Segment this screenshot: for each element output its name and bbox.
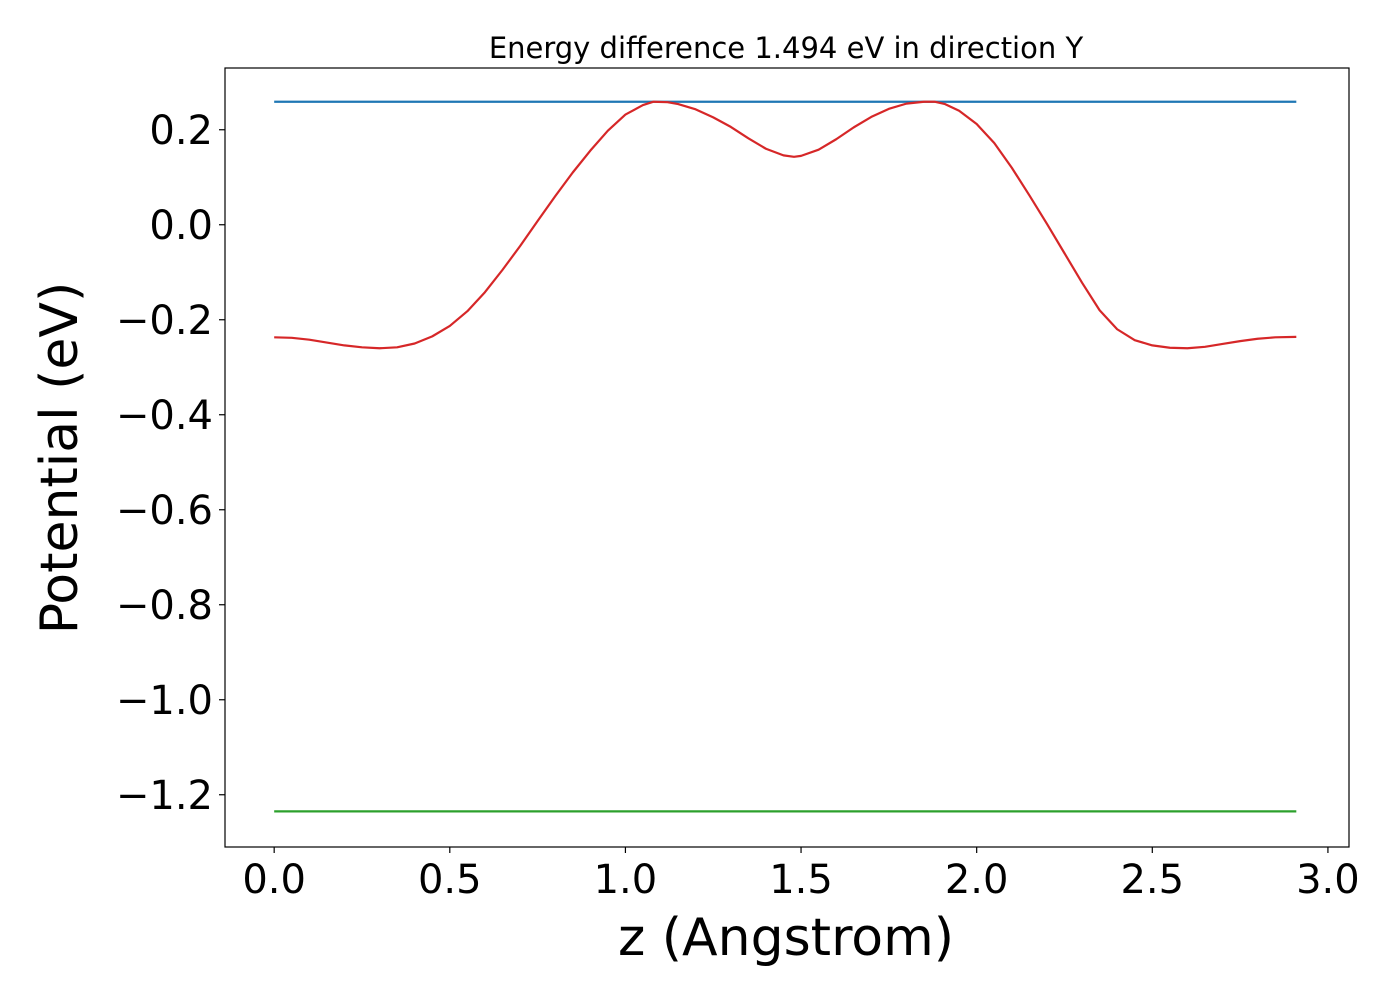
x-tick-label: 3.0 <box>1296 857 1360 903</box>
y-axis-label: Potential (eV) <box>30 282 90 634</box>
series-line-2 <box>274 100 1297 350</box>
y-tick-label: −0.4 <box>116 393 213 439</box>
x-tick-label: 1.0 <box>594 857 658 903</box>
y-axis: 0.2 0.0 −0.2 −0.4 −0.6 −0.8 −1.0 −1.2 <box>116 108 225 819</box>
x-axis: 0.0 0.5 1.0 1.5 2.0 2.5 3.0 <box>242 847 1360 903</box>
y-tick-label: −0.2 <box>116 298 213 344</box>
x-tick-label: 0.0 <box>242 857 306 903</box>
y-tick-label: −0.8 <box>116 583 213 629</box>
x-tick-label: 2.0 <box>945 857 1009 903</box>
x-tick-label: 1.5 <box>769 857 833 903</box>
x-tick-label: 2.5 <box>1120 857 1184 903</box>
plot-series <box>274 100 1297 813</box>
y-tick-label: −1.0 <box>116 678 213 724</box>
y-tick-label: 0.0 <box>149 203 213 249</box>
y-tick-label: −0.6 <box>116 488 213 534</box>
y-tick-label: 0.2 <box>149 108 213 154</box>
x-tick-label: 0.5 <box>418 857 482 903</box>
y-tick-label: −1.2 <box>116 773 213 819</box>
x-axis-label: z (Angstrom) <box>618 908 954 968</box>
plot-frame <box>224 67 1350 848</box>
chart-title: Energy difference 1.494 eV in direction … <box>489 31 1084 65</box>
